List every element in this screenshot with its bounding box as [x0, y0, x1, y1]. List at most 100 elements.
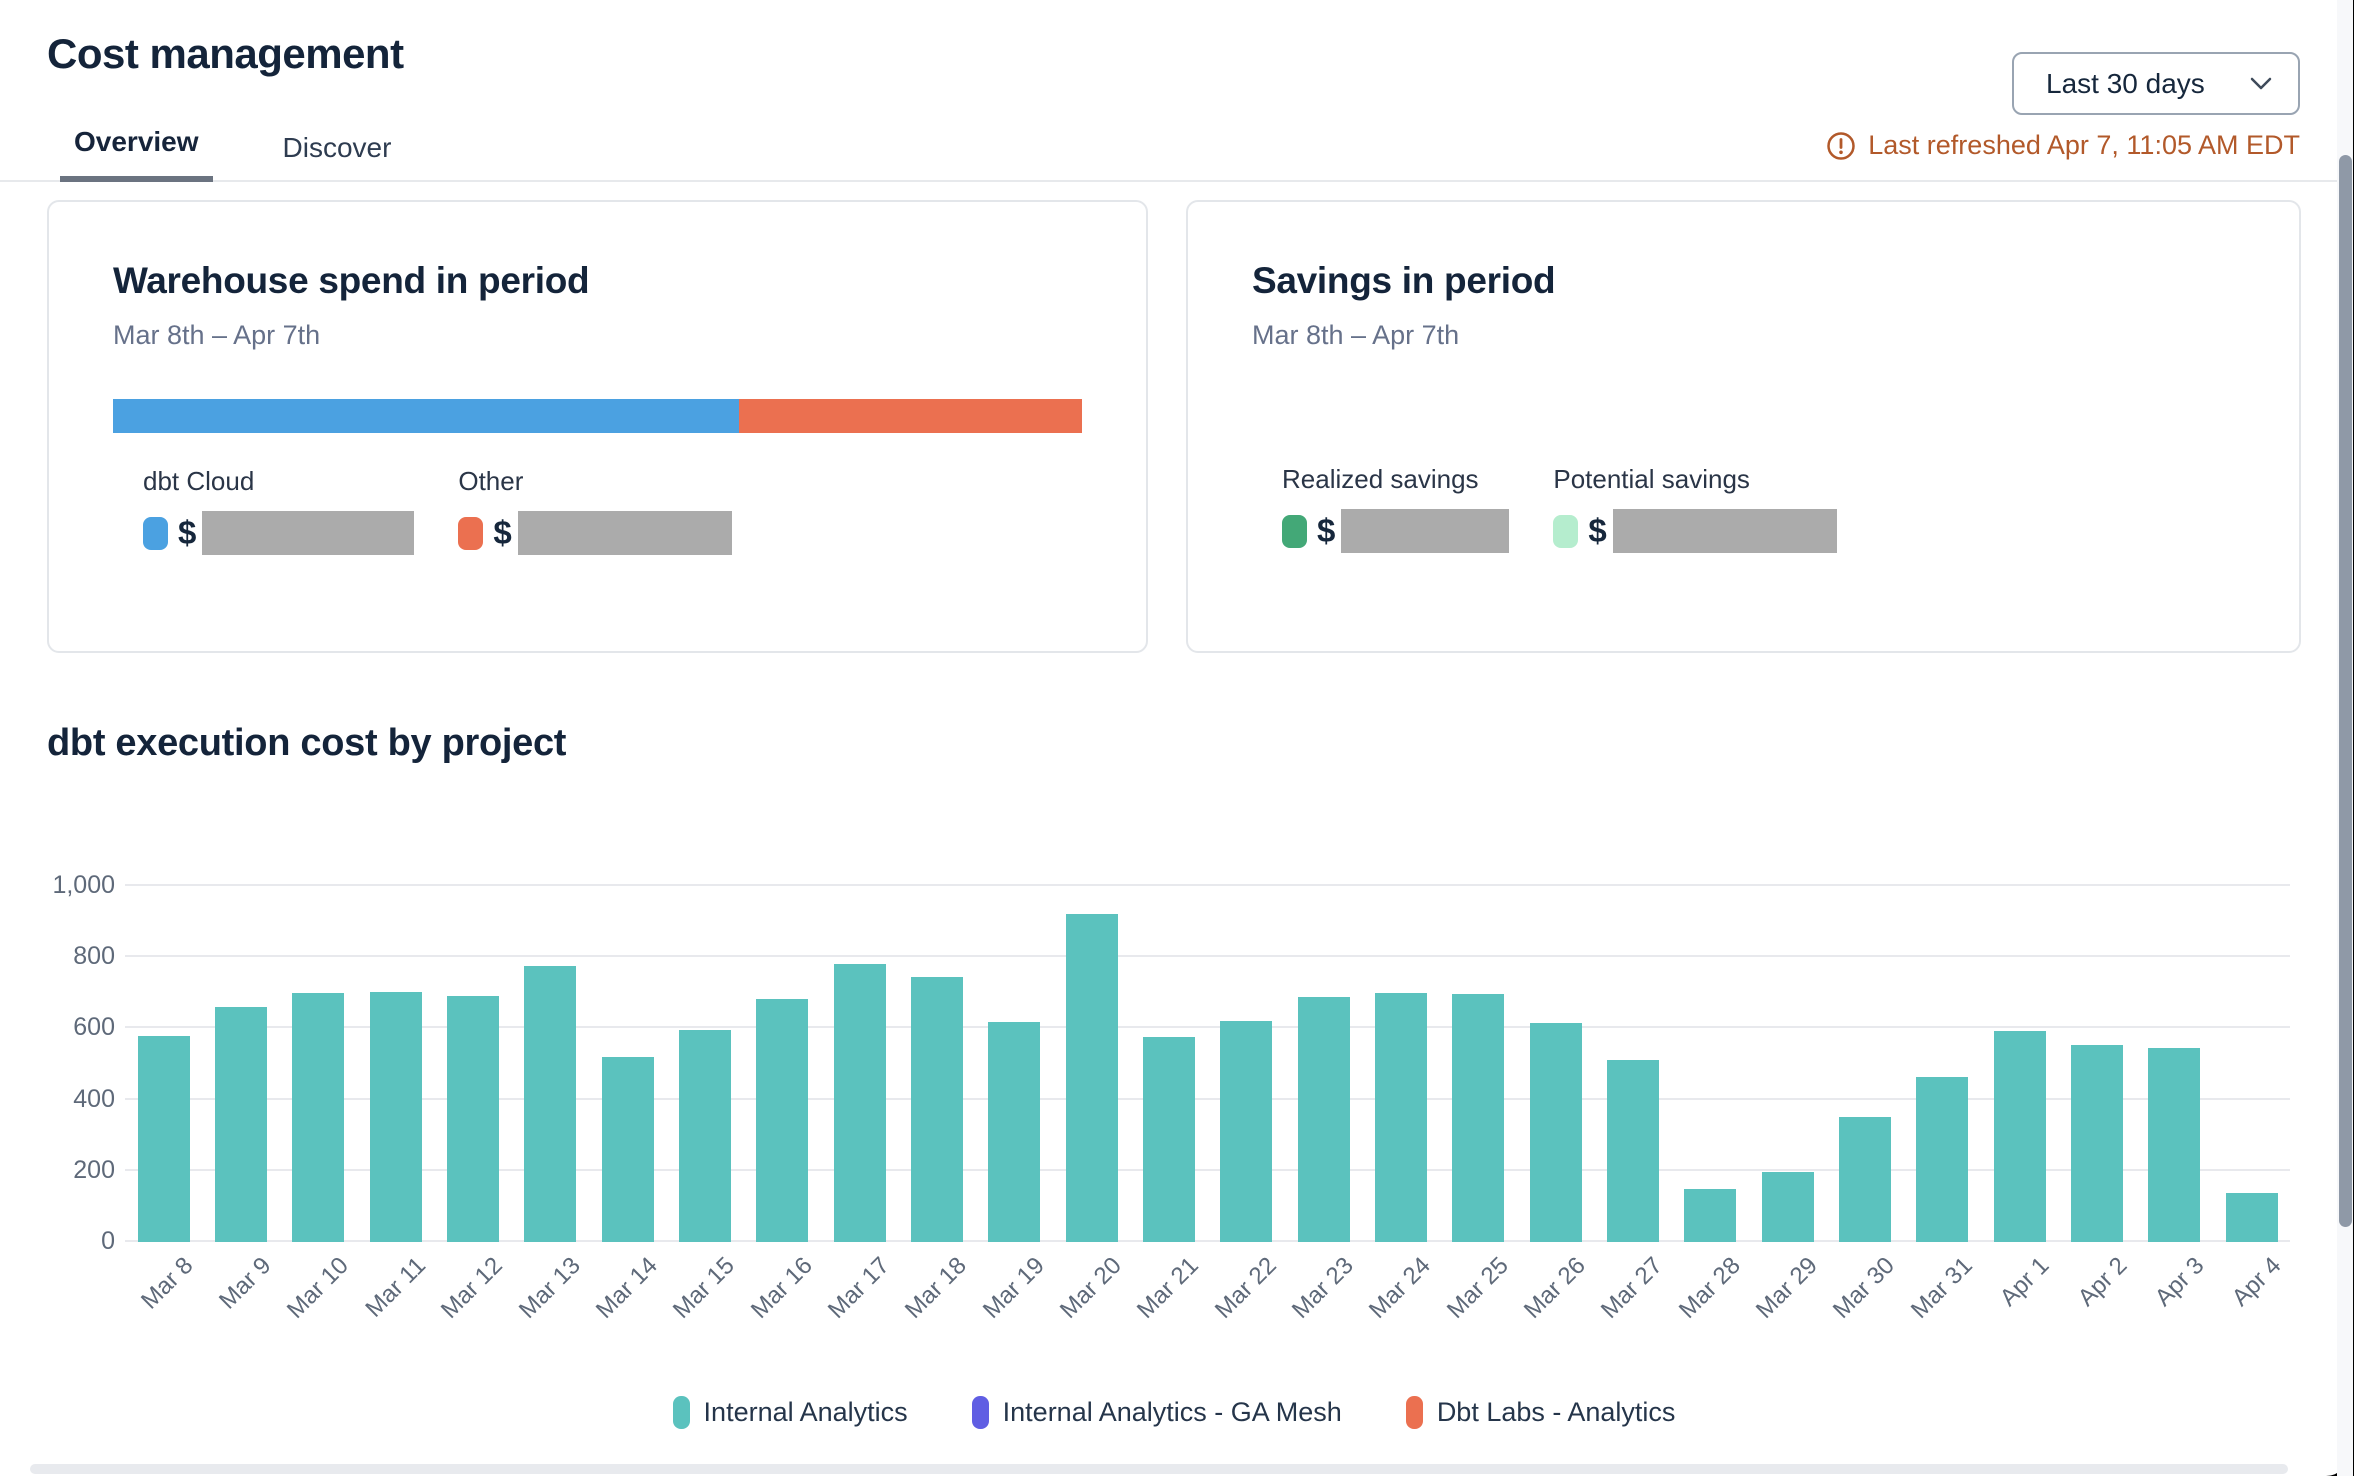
x-slot: Apr 3	[2136, 1252, 2213, 1352]
period-dropdown-value: Last 30 days	[2046, 67, 2205, 99]
bar-slot	[125, 886, 202, 1242]
chart-bar-mar-18[interactable]	[910, 977, 963, 1242]
chart-bar-mar-30[interactable]	[1838, 1116, 1891, 1242]
other-swatch	[458, 516, 484, 550]
chart-bar-mar-8[interactable]	[137, 1035, 190, 1242]
chart-bar-mar-29[interactable]	[1761, 1171, 1814, 1242]
x-slot: Mar 20	[1053, 1252, 1130, 1352]
spend-segment-dbt-cloud[interactable]	[113, 399, 739, 433]
bar-slot	[1517, 886, 1594, 1242]
bar-slot	[1440, 886, 1517, 1242]
gridline	[125, 1026, 2290, 1029]
chart-bar-mar-31[interactable]	[1916, 1077, 1969, 1242]
bar-slot	[1053, 886, 1130, 1242]
x-slot: Apr 4	[2213, 1252, 2290, 1352]
chart-bar-mar-21[interactable]	[1142, 1037, 1195, 1242]
bar-slot	[1285, 886, 1362, 1242]
legend-swatch	[971, 1396, 989, 1429]
x-slot: Mar 14	[589, 1252, 666, 1352]
y-axis-label: 200	[73, 1155, 115, 1184]
chart-bar-mar-12[interactable]	[446, 996, 499, 1242]
x-slot: Mar 10	[280, 1252, 357, 1352]
spend-segment-other[interactable]	[738, 399, 1082, 433]
chart-bar-apr-1[interactable]	[1993, 1031, 2046, 1242]
x-axis-label: Mar 14	[590, 1252, 663, 1324]
x-slot: Mar 28	[1672, 1252, 1749, 1352]
x-axis-label: Mar 31	[1905, 1252, 1978, 1324]
chart-bar-mar-28[interactable]	[1684, 1189, 1737, 1242]
bar-slot	[434, 886, 511, 1242]
chart-bar-mar-16[interactable]	[756, 998, 809, 1242]
bar-slot	[589, 886, 666, 1242]
bar-slot	[512, 886, 589, 1242]
legend-label: Realized savings	[1282, 464, 1479, 494]
chart-title: dbt execution cost by project	[47, 722, 567, 764]
x-slot: Apr 2	[2058, 1252, 2135, 1352]
x-axis-label: Mar 25	[1441, 1252, 1514, 1324]
x-slot: Mar 30	[1826, 1252, 1903, 1352]
chart-bar-mar-11[interactable]	[369, 991, 422, 1242]
x-slot: Mar 18	[898, 1252, 975, 1352]
chart-bar-mar-22[interactable]	[1220, 1020, 1273, 1242]
chart-bar-mar-9[interactable]	[214, 1007, 267, 1242]
legend-item-internal-analytics-ga-mesh[interactable]: Internal Analytics - GA Mesh	[971, 1396, 1342, 1429]
x-axis-label: Mar 17	[822, 1252, 895, 1324]
tab-discover[interactable]: Discover	[282, 132, 392, 163]
spend-legend: dbt Cloud $ Other $	[143, 466, 1082, 555]
chart-bar-mar-23[interactable]	[1297, 997, 1350, 1242]
chart-bar-mar-17[interactable]	[833, 964, 886, 1242]
x-axis-label: Mar 12	[436, 1252, 509, 1324]
x-slot: Mar 24	[1362, 1252, 1439, 1352]
legend-swatch	[672, 1396, 690, 1429]
x-slot: Mar 22	[1208, 1252, 1285, 1352]
bar-slot	[1208, 886, 1285, 1242]
chart-bar-mar-20[interactable]	[1065, 914, 1118, 1242]
bar-slot	[821, 886, 898, 1242]
legend-item-dbt-labs-analytics[interactable]: Dbt Labs - Analytics	[1405, 1396, 1676, 1429]
chart-bar-mar-25[interactable]	[1452, 993, 1505, 1242]
legend-label: Dbt Labs - Analytics	[1436, 1397, 1676, 1427]
chart-bar-mar-26[interactable]	[1529, 1023, 1582, 1242]
legend-label: Internal Analytics	[703, 1397, 908, 1427]
card-period: Mar 8th – Apr 7th	[113, 320, 321, 350]
legend-label: dbt Cloud	[143, 466, 255, 496]
currency-symbol: $	[178, 514, 197, 551]
last-refreshed-status: Last refreshed Apr 7, 11:05 AM EDT	[1826, 130, 2300, 161]
card-title: Savings in period	[1252, 260, 1556, 301]
bar-slot	[357, 886, 434, 1242]
chevron-down-icon	[2250, 77, 2272, 90]
x-axis-label: Mar 29	[1750, 1252, 1823, 1324]
x-axis-label: Mar 10	[281, 1252, 354, 1324]
x-slot: Mar 29	[1749, 1252, 1826, 1352]
chart-y-axis: 0 200 400 600 800 1,000	[20, 871, 115, 1255]
chart-bar-apr-2[interactable]	[2070, 1045, 2123, 1242]
chart-bar-mar-14[interactable]	[601, 1056, 654, 1242]
chart-bar-apr-4[interactable]	[2225, 1192, 2278, 1242]
chart-bar-mar-19[interactable]	[988, 1022, 1041, 1242]
warehouse-spend-card: Warehouse spend in period Mar 8th – Apr …	[47, 200, 1148, 653]
x-slot: Mar 19	[976, 1252, 1053, 1352]
x-axis-label: Mar 19	[977, 1252, 1050, 1324]
chart-bar-mar-24[interactable]	[1374, 992, 1427, 1242]
x-axis-label: Apr 1	[1994, 1252, 2055, 1312]
chart-bar-apr-3[interactable]	[2148, 1047, 2201, 1242]
horizontal-scrollbar[interactable]	[30, 1464, 2288, 1474]
chart-bar-mar-13[interactable]	[524, 966, 577, 1242]
x-slot: Mar 13	[512, 1252, 589, 1352]
chart-bar-mar-27[interactable]	[1606, 1059, 1659, 1242]
x-slot: Mar 8	[125, 1252, 202, 1352]
x-axis-label: Mar 21	[1132, 1252, 1205, 1324]
tab-overview[interactable]: Overview	[60, 126, 213, 182]
x-slot: Mar 21	[1130, 1252, 1207, 1352]
x-axis-label: Mar 9	[213, 1252, 277, 1315]
vertical-scrollbar-thumb[interactable]	[2339, 155, 2352, 1227]
x-axis-label: Mar 30	[1828, 1252, 1900, 1324]
x-axis-label: Mar 16	[745, 1252, 818, 1324]
legend-item-internal-analytics[interactable]: Internal Analytics	[672, 1396, 908, 1429]
chart-bar-mar-15[interactable]	[678, 1030, 731, 1242]
chart-bar-mar-10[interactable]	[292, 992, 345, 1242]
bar-slot	[898, 886, 975, 1242]
period-dropdown[interactable]: Last 30 days	[2012, 52, 2300, 115]
